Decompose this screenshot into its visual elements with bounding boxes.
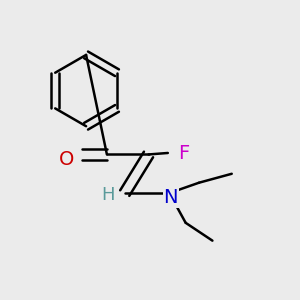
- Text: F: F: [178, 144, 190, 163]
- Text: H: H: [101, 186, 115, 204]
- Text: O: O: [58, 150, 74, 169]
- Text: N: N: [164, 188, 178, 207]
